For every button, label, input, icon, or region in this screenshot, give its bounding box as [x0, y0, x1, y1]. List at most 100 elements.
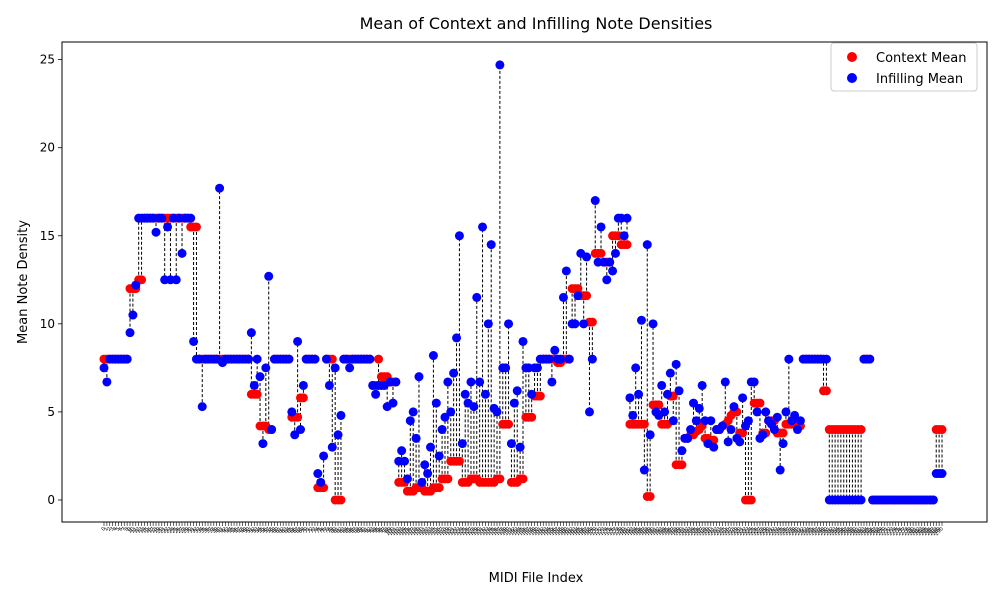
- context-point: [336, 495, 345, 504]
- infilling-point: [163, 222, 172, 231]
- infilling-point: [189, 337, 198, 346]
- infilling-point: [929, 495, 938, 504]
- infilling-point: [588, 355, 597, 364]
- infilling-point: [547, 377, 556, 386]
- infilling-point: [620, 231, 629, 240]
- infilling-point: [623, 214, 632, 223]
- infilling-point: [178, 249, 187, 258]
- infilling-point: [571, 319, 580, 328]
- infilling-point: [519, 337, 528, 346]
- infilling-point: [102, 377, 111, 386]
- infilling-point: [753, 407, 762, 416]
- infilling-point: [429, 351, 438, 360]
- infilling-point: [446, 407, 455, 416]
- context-point: [822, 386, 831, 395]
- infilling-point: [469, 402, 478, 411]
- infilling-point: [461, 390, 470, 399]
- chart-title: Mean of Context and Infilling Note Densi…: [360, 14, 713, 33]
- infilling-point: [585, 407, 594, 416]
- infilling-point: [313, 469, 322, 478]
- context-point: [677, 460, 686, 469]
- infilling-point: [253, 355, 262, 364]
- infilling-point: [417, 478, 426, 487]
- infilling-point: [510, 399, 519, 408]
- context-point: [747, 495, 756, 504]
- infilling-point: [100, 363, 109, 372]
- infilling-point: [504, 319, 513, 328]
- legend-label-infilling: Infilling Mean: [876, 72, 963, 87]
- infilling-point: [310, 355, 319, 364]
- context-point: [527, 413, 536, 422]
- infilling-point: [597, 222, 606, 231]
- infilling-point: [250, 381, 259, 390]
- infilling-point: [796, 416, 805, 425]
- infilling-point: [516, 443, 525, 452]
- plot-area: 0510152025012345678910111213141516171819…: [40, 42, 987, 537]
- infilling-point: [660, 407, 669, 416]
- infilling-point: [152, 228, 161, 237]
- infilling-point: [822, 355, 831, 364]
- infilling-point: [391, 377, 400, 386]
- infilling-point: [287, 407, 296, 416]
- y-tick-label: 15: [40, 229, 55, 243]
- infilling-point: [657, 381, 666, 390]
- context-point: [755, 399, 764, 408]
- context-point: [938, 425, 947, 434]
- context-point: [519, 474, 528, 483]
- infilling-point: [371, 390, 380, 399]
- infilling-point: [128, 311, 137, 320]
- infilling-point: [776, 466, 785, 475]
- infilling-point: [423, 469, 432, 478]
- infilling-point: [322, 355, 331, 364]
- infilling-point: [562, 266, 571, 275]
- y-tick-label: 25: [40, 53, 55, 67]
- infilling-point: [412, 434, 421, 443]
- infilling-point: [770, 425, 779, 434]
- context-point: [455, 457, 464, 466]
- infilling-point: [284, 355, 293, 364]
- infilling-point: [345, 363, 354, 372]
- infilling-point: [267, 425, 276, 434]
- context-point: [374, 355, 383, 364]
- infilling-point: [784, 355, 793, 364]
- y-tick-label: 20: [40, 141, 55, 155]
- infilling-point: [438, 425, 447, 434]
- infilling-point: [773, 413, 782, 422]
- infilling-point: [215, 184, 224, 193]
- infilling-point: [556, 355, 565, 364]
- infilling-point: [131, 281, 140, 290]
- infilling-point: [466, 377, 475, 386]
- infilling-point: [582, 252, 591, 261]
- infilling-point: [513, 386, 522, 395]
- infilling-point: [256, 372, 265, 381]
- infilling-point: [455, 231, 464, 240]
- infilling-point: [331, 363, 340, 372]
- infilling-point: [334, 430, 343, 439]
- context-point: [504, 420, 513, 429]
- context-point: [299, 393, 308, 402]
- context-point: [192, 222, 201, 231]
- infilling-point: [198, 402, 207, 411]
- infilling-point: [388, 399, 397, 408]
- infilling-point: [409, 407, 418, 416]
- infilling-point: [672, 360, 681, 369]
- context-point: [597, 249, 606, 258]
- infilling-point: [706, 416, 715, 425]
- infilling-point: [186, 214, 195, 223]
- infilling-point: [319, 451, 328, 460]
- context-point: [779, 429, 788, 438]
- infilling-point: [244, 355, 253, 364]
- infilling-point: [649, 319, 658, 328]
- infilling-point: [507, 439, 516, 448]
- infilling-point: [432, 399, 441, 408]
- infilling-point: [729, 402, 738, 411]
- infilling-point: [397, 446, 406, 455]
- infilling-point: [325, 381, 334, 390]
- infilling-point: [625, 393, 634, 402]
- infilling-point: [744, 416, 753, 425]
- legend-marker-context: [847, 52, 857, 62]
- infilling-point: [637, 316, 646, 325]
- infilling-point: [403, 474, 412, 483]
- infilling-point: [365, 355, 374, 364]
